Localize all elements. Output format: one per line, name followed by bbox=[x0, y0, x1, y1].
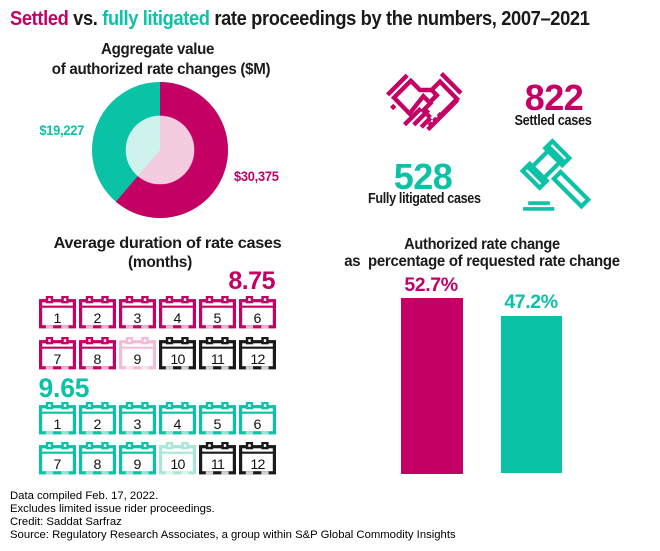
svg-text:11: 11 bbox=[211, 352, 225, 368]
svg-text:12: 12 bbox=[251, 457, 266, 473]
svg-text:5: 5 bbox=[214, 311, 222, 327]
svg-text:9: 9 bbox=[134, 352, 142, 368]
svg-text:5: 5 bbox=[214, 417, 222, 433]
svg-text:4: 4 bbox=[174, 417, 182, 433]
svg-text:7: 7 bbox=[54, 457, 62, 473]
svg-text:10: 10 bbox=[171, 457, 186, 473]
svg-text:11: 11 bbox=[211, 457, 225, 473]
svg-text:1: 1 bbox=[54, 311, 62, 327]
svg-text:3: 3 bbox=[134, 417, 142, 433]
svg-text:8: 8 bbox=[94, 457, 102, 473]
svg-text:1: 1 bbox=[54, 417, 62, 433]
svg-text:12: 12 bbox=[251, 352, 266, 368]
svg-text:6: 6 bbox=[254, 311, 262, 327]
svg-text:9: 9 bbox=[134, 457, 142, 473]
svg-text:7: 7 bbox=[54, 352, 62, 368]
svg-text:3: 3 bbox=[134, 311, 142, 327]
svg-text:10: 10 bbox=[171, 352, 186, 368]
svg-text:2: 2 bbox=[94, 417, 102, 433]
svg-text:4: 4 bbox=[174, 311, 182, 327]
svg-text:8: 8 bbox=[94, 352, 102, 368]
svg-text:2: 2 bbox=[94, 311, 102, 327]
svg-text:6: 6 bbox=[254, 417, 262, 433]
